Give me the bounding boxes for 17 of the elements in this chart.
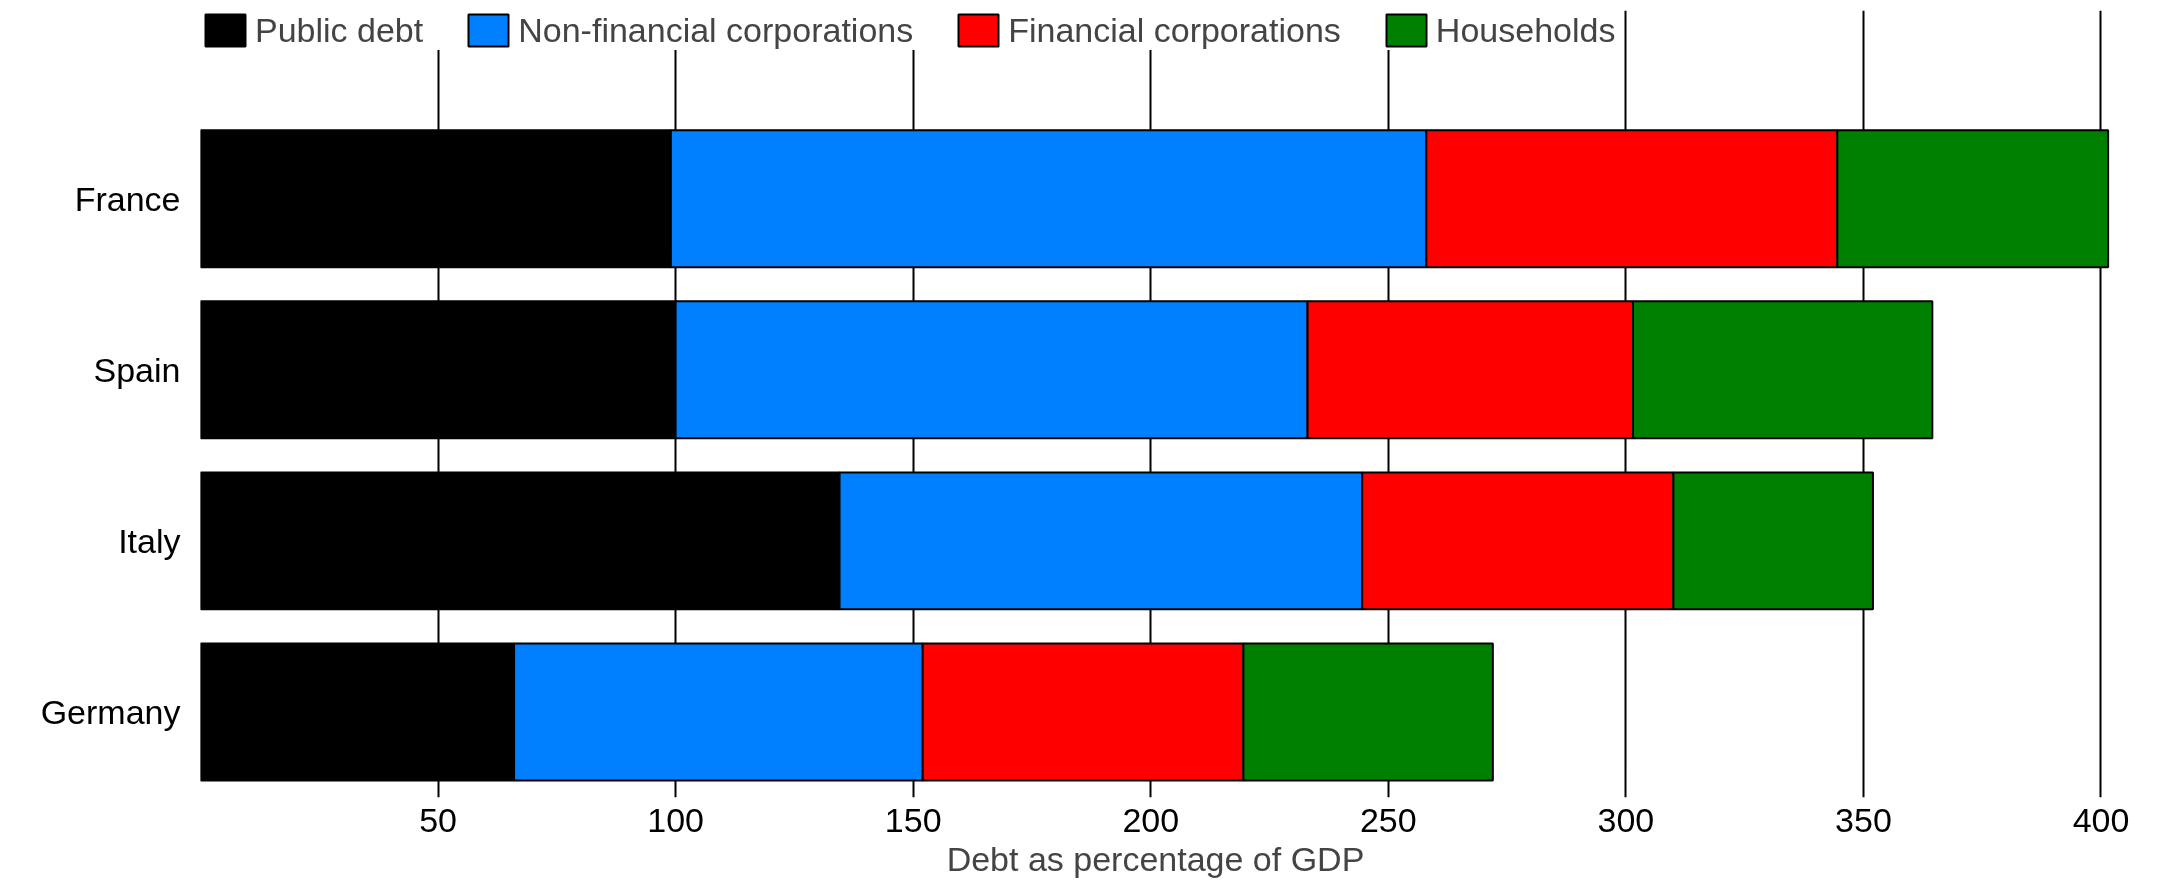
- x-tick-label: 350: [1835, 800, 1892, 839]
- y-tick-label: France: [74, 179, 181, 218]
- x-tick-label: 400: [2072, 800, 2130, 839]
- x-axis-title: Debt as percentage of GDP: [946, 839, 1365, 878]
- legend-label: Non-financial corporations: [518, 10, 914, 50]
- legend-label: Households: [1435, 10, 1616, 50]
- x-tick-label: 150: [884, 800, 942, 839]
- y-tick-label: Spain: [93, 350, 181, 389]
- y-tick-label: Germany: [40, 692, 181, 731]
- x-tick-label: 100: [647, 800, 704, 839]
- legend-label: Public debt: [255, 10, 424, 50]
- x-tick-label: 200: [1122, 800, 1180, 839]
- x-tick-label: 50: [419, 800, 457, 839]
- x-tick-label: 250: [1359, 800, 1417, 839]
- y-tick-label: Italy: [118, 521, 181, 560]
- x-tick-label: 300: [1597, 800, 1655, 839]
- legend-label: Financial corporations: [1008, 10, 1341, 50]
